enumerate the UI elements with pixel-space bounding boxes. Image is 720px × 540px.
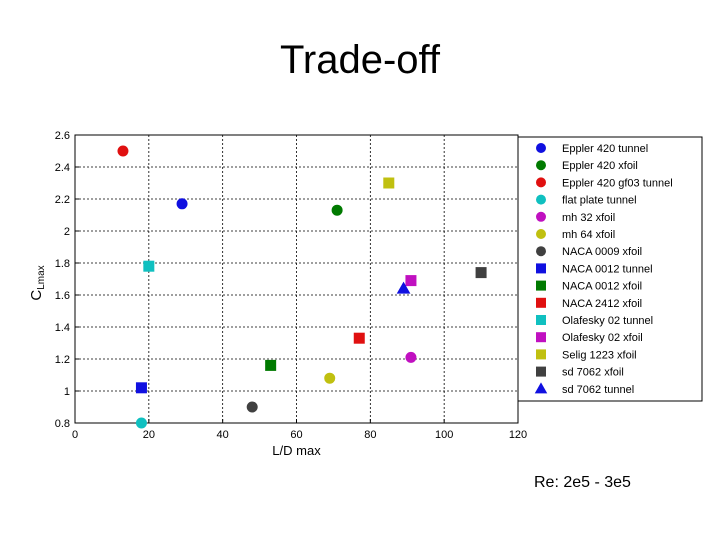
- y-tick-label: 2.4: [55, 162, 70, 174]
- data-point: [143, 260, 155, 272]
- y-tick-label: 1.8: [55, 258, 70, 270]
- reynolds-note: Re: 2e5 - 3e5: [534, 474, 631, 491]
- legend: Eppler 420 tunnel Eppler 420 xfoil Eppler …: [517, 136, 703, 402]
- y-axis-label: CLmax: [28, 265, 47, 300]
- slide-title: Trade-off: [279, 38, 441, 82]
- legend-entry: NACA 0012 tunnel: [562, 263, 653, 275]
- legend-marker: [536, 349, 546, 360]
- legend-marker: [536, 297, 546, 308]
- legend-marker: [536, 177, 546, 188]
- data-point: [176, 198, 188, 210]
- legend-entry: Eppler 420 gf03 tunnel: [562, 177, 673, 189]
- x-tick-label: 20: [143, 429, 155, 441]
- legend-entry: Eppler 420 xfoil: [562, 160, 638, 172]
- legend-entry: NACA 2412 xfoil: [562, 298, 642, 310]
- data-point: [396, 281, 411, 294]
- data-point: [265, 359, 277, 371]
- grid: [75, 135, 518, 423]
- y-tick-label: 2.2: [55, 194, 70, 206]
- x-tick-label: 60: [290, 429, 302, 441]
- y-tick-label: 2: [64, 226, 70, 238]
- legend-marker: [536, 280, 546, 291]
- legend-entry: Selig 1223 xfoil: [562, 349, 637, 361]
- y-tick-label: 1.2: [55, 354, 70, 366]
- x-tick-label: 40: [217, 429, 229, 441]
- legend-entry: Eppler 420 tunnel: [562, 143, 648, 155]
- x-axis-label: L/D max: [272, 443, 321, 458]
- y-tick-label: 2.6: [55, 130, 70, 142]
- data-point: [405, 275, 417, 287]
- legend-marker: [534, 382, 548, 394]
- y-tick-label: 0.8: [55, 418, 70, 430]
- data-point: [475, 267, 487, 279]
- legend-marker: [536, 315, 546, 325]
- data-point: [324, 372, 336, 384]
- legend-marker: [536, 143, 546, 153]
- legend-entry: NACA 0012 xfoil: [562, 281, 642, 293]
- data-point: [353, 332, 365, 344]
- legend-entry: mh 64 xfoil: [562, 229, 615, 241]
- legend-entry: Olafesky 02 tunnel: [562, 315, 653, 327]
- y-tick-label: 1.6: [55, 290, 70, 302]
- data-points: [117, 145, 487, 429]
- legend-marker: [536, 229, 546, 239]
- legend-marker: [536, 246, 546, 257]
- legend-entry: NACA 0009 xfoil: [562, 246, 642, 258]
- axis-ticks: 0 20 40 60 80 100 120 0.8 1 1.2 1.4 1.6 1.8 2 2.2 2.4 2.…: [55, 130, 527, 441]
- x-tick-label: 0: [72, 429, 78, 441]
- legend-marker: [536, 332, 546, 343]
- y-tick-label: 1: [64, 386, 70, 398]
- x-tick-label: 120: [509, 429, 527, 441]
- x-tick-label: 100: [435, 429, 453, 441]
- legend-marker: [536, 263, 546, 274]
- legend-marker: [536, 194, 546, 205]
- y-tick-label: 1.4: [55, 322, 70, 334]
- data-point: [405, 351, 417, 363]
- y-axis-label-main: C: [28, 290, 45, 301]
- data-point: [331, 204, 343, 216]
- legend-marker: [536, 211, 546, 222]
- legend-entry: flat plate tunnel: [562, 195, 637, 207]
- y-axis-label-sub: Lmax: [36, 265, 47, 289]
- x-tick-label: 80: [364, 429, 376, 441]
- legend-entry: Olafesky 02 xfoil: [562, 332, 643, 344]
- legend-entry: mh 32 xfoil: [562, 212, 615, 224]
- legend-marker: [536, 160, 546, 171]
- data-point: [117, 145, 129, 157]
- legend-box: [517, 136, 703, 402]
- data-point: [135, 417, 147, 429]
- legend-marker: [536, 366, 546, 377]
- data-point: [246, 401, 258, 413]
- legend-entry: sd 7062 xfoil: [562, 367, 624, 379]
- legend-entry: sd 7062 tunnel: [562, 384, 634, 396]
- data-point: [383, 177, 395, 189]
- data-point: [135, 382, 147, 394]
